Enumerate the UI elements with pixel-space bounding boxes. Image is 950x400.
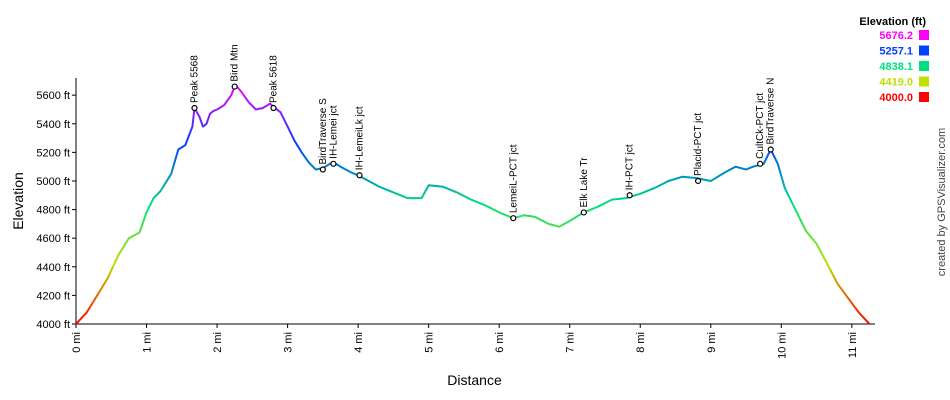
x-tick-label: 4 mi bbox=[353, 332, 365, 353]
legend-value: 5257.1 bbox=[879, 46, 913, 58]
waypoint-marker bbox=[231, 83, 238, 90]
x-ticks: 0 mi 1 mi 2 mi 3 mi 4 mi 5 mi 6 mi 7 mi 8 mi 9 mi… bbox=[71, 324, 859, 359]
legend-title: Elevation (ft) bbox=[859, 16, 926, 28]
legend-value: 4000.0 bbox=[879, 92, 913, 104]
y-tick-label: 4000 ft bbox=[36, 319, 70, 331]
y-tick-label: 5200 ft bbox=[36, 147, 70, 159]
waypoint-marker bbox=[694, 177, 702, 185]
waypoint-label: BirdTraverse S bbox=[318, 98, 329, 165]
y-tick-label: 5600 ft bbox=[36, 90, 70, 102]
x-tick-label: 2 mi bbox=[212, 332, 224, 353]
legend: Elevation (ft) 5676.2 5257.1 4838.1 4419.0 4… bbox=[859, 16, 929, 104]
waypoint-label: Peak 5618 bbox=[268, 55, 279, 103]
waypoint-label: CultCk-PCT jct bbox=[755, 93, 766, 159]
y-tick-label: 4400 ft bbox=[36, 262, 70, 274]
legend-swatch bbox=[919, 61, 929, 71]
waypoint-marker bbox=[510, 215, 517, 222]
waypoint-marker bbox=[580, 209, 587, 216]
x-tick-label: 5 mi bbox=[424, 332, 436, 353]
waypoint-marker bbox=[356, 172, 363, 179]
waypoints: Peak 5568 Bird Mtn Peak 5618 BirdTraverse S… bbox=[189, 44, 777, 222]
waypoint-label: Placid-PCT jct bbox=[693, 113, 704, 176]
waypoint-marker bbox=[330, 160, 337, 167]
x-tick-label: 10 mi bbox=[776, 332, 788, 359]
y-tick-label: 4800 ft bbox=[36, 205, 70, 217]
legend-swatch bbox=[919, 45, 929, 56]
elevation-line-group bbox=[75, 85, 871, 325]
waypoint-marker bbox=[191, 104, 198, 112]
y-tick-label: 4600 ft bbox=[36, 233, 70, 245]
legend-swatch bbox=[919, 30, 929, 40]
x-tick-label: 7 mi bbox=[565, 332, 577, 353]
legend-value: 4838.1 bbox=[879, 61, 913, 73]
legend-swatch bbox=[919, 76, 929, 87]
waypoint-label: Bird Mtn bbox=[230, 44, 241, 81]
y-ticks: 4000 ft 4200 ft 4400 ft 4600 ft 4800 ft 5000 … bbox=[36, 90, 76, 331]
waypoint-label: IH-PCT jct bbox=[625, 144, 636, 190]
waypoint-marker bbox=[757, 160, 764, 167]
x-tick-label: 9 mi bbox=[706, 332, 718, 353]
x-axis-title: Distance bbox=[447, 372, 502, 388]
elevation-profile-line bbox=[75, 85, 871, 325]
waypoint-marker bbox=[319, 166, 326, 173]
axes bbox=[75, 78, 875, 325]
x-tick-label: 6 mi bbox=[494, 332, 506, 353]
y-axis-title: Elevation bbox=[10, 172, 26, 230]
waypoint-label: Peak 5568 bbox=[189, 55, 200, 103]
waypoint-label: Elk Lake Tr bbox=[579, 157, 590, 208]
credit-text: created by GPSVisualizer.com bbox=[936, 128, 948, 276]
x-tick-label: 8 mi bbox=[635, 332, 647, 353]
waypoint-marker bbox=[767, 146, 774, 153]
legend-value: 5676.2 bbox=[879, 30, 913, 42]
x-tick-label: 0 mi bbox=[71, 332, 83, 353]
waypoint-label: IH-LemeiLk jct bbox=[355, 106, 366, 170]
y-tick-label: 5000 ft bbox=[36, 176, 70, 188]
x-tick-label: 1 mi bbox=[142, 332, 154, 353]
waypoint-marker bbox=[626, 192, 633, 199]
waypoint-label: LemeiL-PCT jct bbox=[508, 144, 519, 213]
waypoint-label: BirdTraverse N bbox=[766, 78, 777, 145]
x-tick-label: 11 mi bbox=[847, 332, 859, 358]
x-tick-label: 3 mi bbox=[283, 332, 295, 353]
y-tick-label: 4200 ft bbox=[36, 290, 70, 302]
waypoint-marker bbox=[270, 104, 277, 112]
legend-value: 4419.0 bbox=[879, 77, 913, 89]
y-tick-label: 5400 ft bbox=[36, 119, 70, 131]
legend-swatch bbox=[919, 92, 929, 102]
waypoint-label: IH-Lemei jct bbox=[328, 105, 339, 159]
